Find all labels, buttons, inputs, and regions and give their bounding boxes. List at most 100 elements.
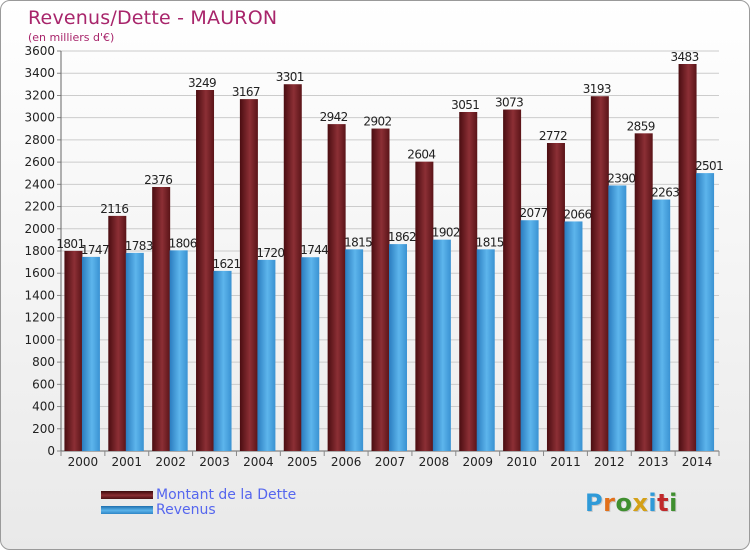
value-label-dette: 3301 [276,70,304,84]
y-tick-label: 1800 [24,244,55,258]
logo-letter: t [657,489,670,517]
legend: Montant de la Dette Revenus [101,486,297,518]
value-label-revenus: 1747 [81,243,109,257]
logo-letter: i [669,489,678,517]
bar-revenus [81,256,100,451]
y-tick-label: 800 [32,355,55,369]
x-tick-label: 2003 [199,455,230,469]
bar-revenus [345,249,364,451]
x-tick-label: 2014 [682,455,713,469]
y-tick-label: 2600 [24,155,55,169]
bar-dette [283,84,302,451]
logo-letter: P [585,489,604,517]
y-tick-label: 600 [32,377,55,391]
bar-dette [64,250,83,451]
y-tick-label: 1000 [24,333,55,347]
bar-dette [196,90,215,451]
bar-revenus [301,257,320,451]
y-tick-label: 3000 [24,111,55,125]
value-label-revenus: 2077 [520,206,548,220]
value-label-dette: 3249 [188,76,216,90]
value-label-revenus: 2263 [651,186,679,200]
value-label-dette: 2376 [144,173,172,187]
legend-label-dette: Montant de la Dette [156,486,297,503]
x-tick-label: 2012 [594,455,625,469]
x-tick-label: 2006 [331,455,362,469]
bar-revenus [169,250,188,451]
bar-revenus [696,173,715,451]
value-label-dette: 3483 [670,50,698,64]
x-tick-label: 2001 [112,455,143,469]
value-label-revenus: 1815 [476,235,504,249]
y-tick-label: 2000 [24,222,55,236]
value-label-dette: 3167 [232,85,260,99]
value-label-revenus: 1783 [125,239,153,253]
value-label-dette: 3193 [583,82,611,96]
bar-dette [108,215,127,451]
y-tick-label: 1600 [24,266,55,280]
bar-revenus [520,220,539,451]
bar-dette [590,96,609,451]
bar-dette [371,128,390,452]
bar-dette [415,161,434,451]
value-label-revenus: 1815 [344,235,372,249]
logo-letter: x [632,489,649,517]
proxiti-logo: Proxiti [585,489,678,517]
bar-dette [678,64,697,451]
bar-revenus [213,270,232,451]
value-label-dette: 2859 [627,119,655,133]
y-tick-label: 3600 [24,44,55,58]
value-label-dette: 2902 [363,115,391,129]
value-label-revenus: 1806 [169,236,197,250]
legend-item-dette: Montant de la Dette [101,486,297,503]
value-label-dette: 2772 [539,129,567,143]
legend-swatch-dette [101,490,153,499]
y-tick-label: 3400 [24,66,55,80]
chart-subtitle: (en milliers d'€) [28,31,115,44]
x-tick-label: 2002 [155,455,186,469]
value-label-dette: 1801 [56,237,84,251]
y-tick-label: 400 [32,400,55,414]
x-tick-label: 2009 [462,455,493,469]
bar-revenus [257,259,276,451]
legend-item-revenus: Revenus [101,501,296,518]
value-label-revenus: 1621 [212,257,240,271]
bar-revenus [476,249,495,451]
value-label-revenus: 2066 [563,207,591,221]
x-tick-label: 2004 [243,455,274,469]
bar-revenus [432,239,451,451]
bar-revenus [608,185,627,451]
bar-revenus [125,252,144,451]
value-label-revenus: 2390 [607,171,635,185]
x-tick-label: 2000 [68,455,99,469]
logo-letter: o [615,489,633,517]
legend-swatch-revenus [101,505,153,514]
x-tick-label: 2005 [287,455,318,469]
bar-dette [634,133,653,452]
value-label-dette: 3051 [451,98,479,112]
bar-dette [152,187,171,451]
x-tick-label: 2007 [375,455,406,469]
value-label-revenus: 2501 [695,159,723,173]
value-label-revenus: 1744 [300,243,328,257]
x-tick-label: 2013 [638,455,669,469]
y-tick-label: 1400 [24,288,55,302]
bar-dette [459,112,478,451]
y-tick-label: 2200 [24,200,55,214]
value-label-dette: 3073 [495,96,523,110]
bar-dette [503,109,522,452]
value-label-dette: 2116 [100,202,128,216]
y-tick-label: 200 [32,422,55,436]
bar-revenus [652,199,671,451]
bar-dette [546,143,565,451]
logo-letter: i [648,489,658,517]
x-tick-label: 2011 [550,455,581,469]
bar-dette [327,124,346,451]
logo-letter: r [603,489,616,517]
value-label-dette: 2942 [320,110,348,124]
y-tick-label: 0 [47,444,55,458]
legend-label-revenus: Revenus [156,501,216,518]
x-tick-label: 2010 [506,455,537,469]
value-label-revenus: 1902 [432,226,460,240]
bar-revenus [389,244,407,451]
